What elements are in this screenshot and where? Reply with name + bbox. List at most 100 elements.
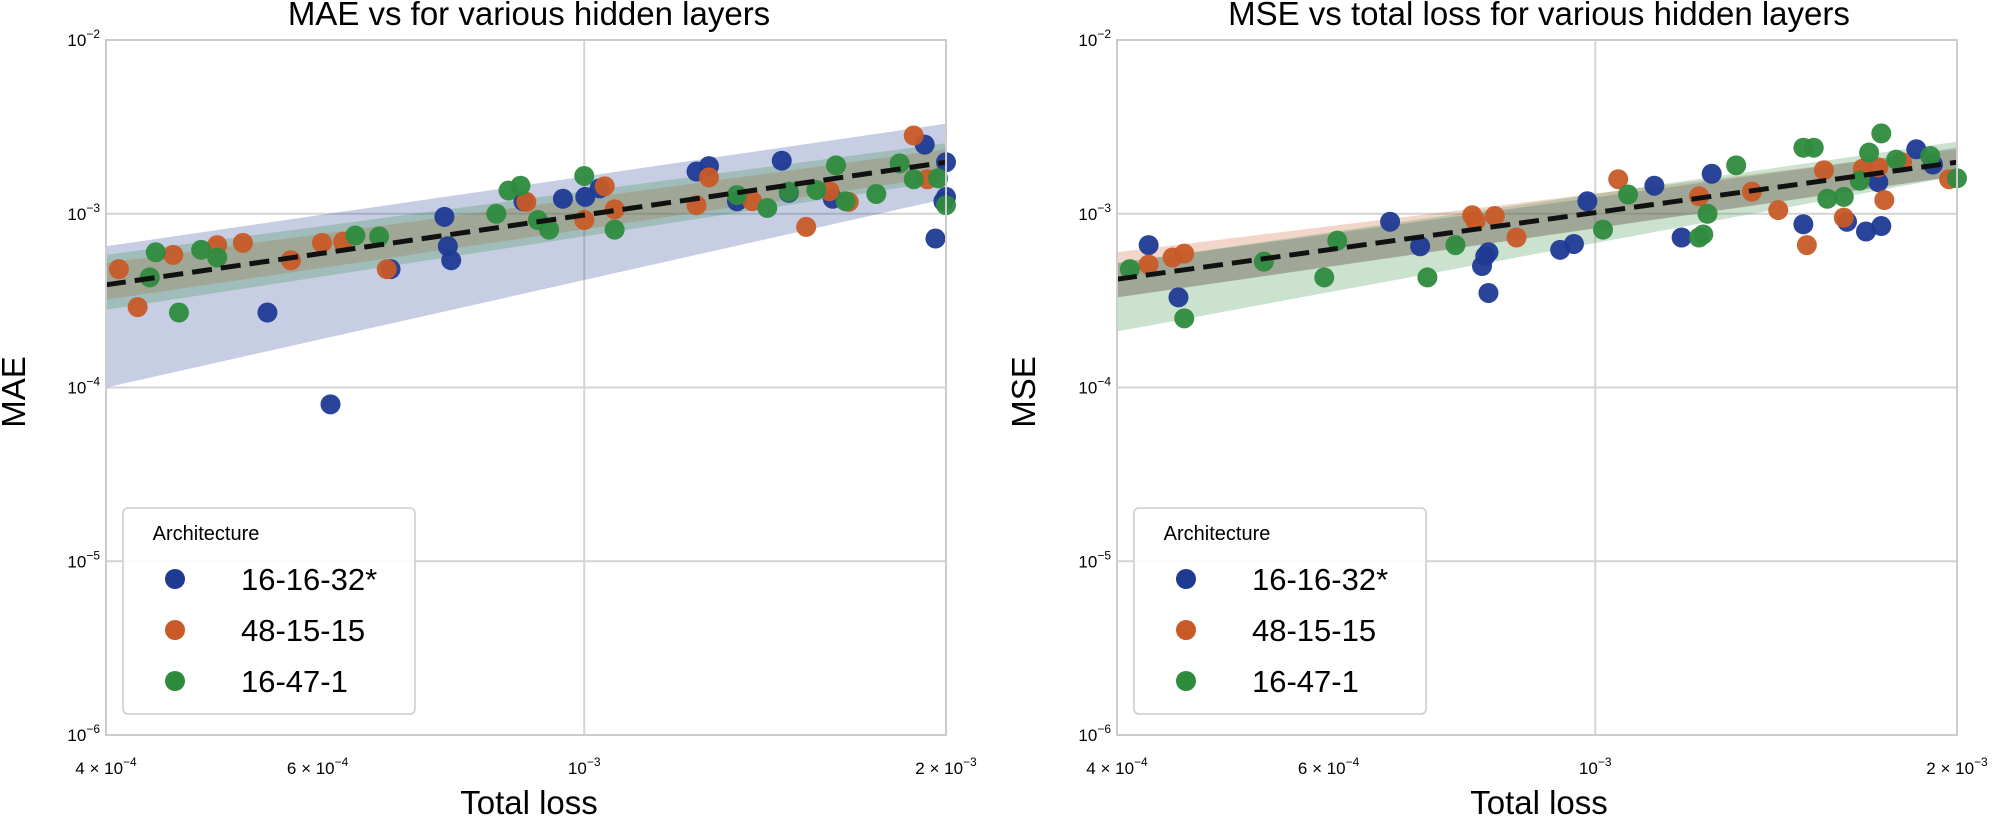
mae-y-tick-label-0: 10−6 — [67, 722, 100, 745]
mse-legend-marker-16-16-32 — [1176, 569, 1196, 589]
mse-point-48-15-15-0 — [1138, 254, 1159, 275]
mse-plot-frame — [1116, 39, 1958, 736]
mae-legend-marker-16-16-32 — [165, 569, 185, 589]
mse-point-16-47-1-21 — [1920, 145, 1941, 166]
mae-point-16-47-1-4 — [207, 247, 228, 268]
mse-point-16-16-32-10 — [1577, 191, 1598, 212]
mse-point-16-47-1-16 — [1833, 186, 1854, 207]
mse-point-48-15-15-11 — [1796, 235, 1817, 256]
mse-legend-label-16-16-32: 16-16-32* — [1252, 562, 1388, 597]
mse-point-16-47-1-19 — [1871, 123, 1892, 144]
mse-x-axis-label: Total loss — [1470, 784, 1608, 818]
mae-point-16-47-1-18 — [826, 155, 847, 176]
mae-point-16-16-32-17 — [925, 228, 946, 249]
mse-point-16-16-32-14 — [1793, 214, 1814, 235]
mse-point-16-47-1-12 — [1726, 155, 1747, 176]
mae-legend-title: Architecture — [153, 523, 260, 545]
mae-point-48-15-15-14 — [698, 167, 719, 188]
mse-x-tick-label-3: 2 × 10−3 — [1926, 755, 1988, 778]
mse-point-16-47-1-15 — [1817, 188, 1838, 209]
mse-point-48-15-15-13 — [1833, 207, 1854, 228]
mae-point-48-15-15-2 — [163, 244, 184, 265]
mae-chart-panel: MAE vs for various hidden layers MAE Tot… — [0, 0, 977, 818]
mae-point-16-47-1-17 — [806, 179, 827, 200]
mse-point-16-47-1-4 — [1327, 230, 1348, 251]
mse-point-16-47-1-0 — [1119, 259, 1140, 280]
mse-y-tick-label-2: 10−4 — [1078, 375, 1111, 398]
mae-point-16-47-1-6 — [369, 226, 390, 247]
mae-point-16-47-1-15 — [757, 197, 778, 218]
mse-x-tick-label-1: 6 × 10−4 — [1298, 755, 1360, 778]
mse-point-16-47-1-3 — [1314, 267, 1335, 288]
mse-point-48-15-15-5 — [1484, 206, 1505, 227]
mae-y-tick-label-1: 10−5 — [67, 548, 100, 571]
mse-chart-title: MSE vs total loss for various hidden lay… — [1228, 0, 1850, 32]
mae-legend-label-16-47-1: 16-47-1 — [241, 664, 348, 699]
mse-y-tick-label-0: 10−6 — [1078, 722, 1111, 745]
mae-point-48-15-15-9 — [516, 191, 537, 212]
mae-legend-box — [122, 507, 416, 715]
mse-point-16-16-32-18 — [1871, 216, 1892, 237]
mse-y-tick-label-3: 10−3 — [1078, 201, 1111, 224]
mse-point-16-16-32-7 — [1478, 282, 1499, 303]
mse-legend-label-48-15-15: 48-15-15 — [1252, 613, 1376, 648]
mae-legend-label-16-16-32: 16-16-32* — [241, 562, 377, 597]
mae-fit-line-group — [105, 159, 947, 288]
mae-point-16-47-1-22 — [903, 169, 924, 190]
mse-point-16-16-32-1 — [1168, 287, 1189, 308]
mae-point-16-16-32-0 — [257, 302, 278, 323]
mse-point-48-15-15-4 — [1465, 210, 1486, 231]
mse-legend: Architecture 16-16-32* 48-15-15 16-47-1 — [1133, 507, 1427, 715]
mae-point-16-47-1-11 — [539, 219, 560, 240]
mse-point-48-15-15-7 — [1608, 169, 1629, 190]
mse-point-16-16-32-17 — [1868, 172, 1889, 193]
mae-legend-label-48-15-15: 48-15-15 — [241, 613, 365, 648]
mse-point-16-47-1-1 — [1174, 308, 1195, 329]
mae-legend-marker-16-47-1 — [165, 671, 185, 691]
mae-point-16-47-1-14 — [726, 185, 747, 206]
mae-point-16-47-1-9 — [510, 175, 531, 196]
mse-legend-title: Architecture — [1164, 523, 1271, 545]
mae-point-48-15-15-16 — [796, 216, 817, 237]
mae-point-16-47-1-19 — [835, 191, 856, 212]
mae-x-tick-label-0: 4 × 10−4 — [75, 755, 137, 778]
mae-confidence-bands — [106, 123, 946, 388]
mae-plot-frame — [105, 39, 947, 736]
mse-point-16-16-32-12 — [1671, 227, 1692, 248]
mae-legend: Architecture 16-16-32* 48-15-15 16-47-1 — [122, 507, 416, 715]
mae-point-48-15-15-6 — [311, 232, 332, 253]
mae-x-tick-label-1: 6 × 10−4 — [287, 755, 349, 778]
mae-y-tick-label-4: 10−2 — [67, 27, 100, 50]
mse-point-48-15-15-2 — [1174, 243, 1195, 264]
mse-point-16-47-1-6 — [1445, 235, 1466, 256]
mse-point-16-47-1-8 — [1618, 184, 1639, 205]
mse-point-16-16-32-0 — [1138, 235, 1159, 256]
mae-chart-title: MAE vs for various hidden layers — [288, 0, 770, 32]
mse-tick-labels: 10−6 10−5 10−4 10−3 10−2 4 × 10−4 6 × 10−4 10−3… — [1078, 27, 1988, 778]
mae-legend-marker-48-15-15 — [165, 620, 185, 640]
mae-point-16-16-32-1 — [320, 394, 341, 415]
mae-point-48-15-15-15 — [742, 191, 763, 212]
mse-point-48-15-15-6 — [1506, 227, 1527, 248]
mse-y-tick-label-1: 10−5 — [1078, 548, 1111, 571]
mse-legend-box — [1133, 507, 1427, 715]
mse-point-16-16-32-3 — [1410, 236, 1431, 257]
mae-point-48-15-15-12 — [604, 199, 625, 220]
mae-point-16-47-1-2 — [168, 302, 189, 323]
mse-point-16-16-32-2 — [1380, 211, 1401, 232]
mse-point-16-47-1-11 — [1697, 203, 1718, 224]
mae-point-48-15-15-0 — [108, 259, 129, 280]
mae-point-16-47-1-5 — [345, 225, 366, 246]
mae-point-16-16-32-8 — [575, 186, 596, 207]
mse-point-16-47-1-2 — [1253, 251, 1274, 272]
mse-point-16-47-1-7 — [1593, 219, 1614, 240]
mse-point-48-15-15-16 — [1874, 189, 1895, 210]
mse-point-48-15-15-12 — [1813, 160, 1834, 181]
mse-x-tick-label-0: 4 × 10−4 — [1086, 755, 1148, 778]
mse-point-16-47-1-14 — [1803, 137, 1824, 158]
mae-point-16-16-32-4 — [434, 206, 455, 227]
mse-fit-line — [1116, 159, 1958, 282]
mae-y-tick-label-3: 10−3 — [67, 201, 100, 224]
mae-x-tick-label-3: 2 × 10−3 — [915, 755, 977, 778]
